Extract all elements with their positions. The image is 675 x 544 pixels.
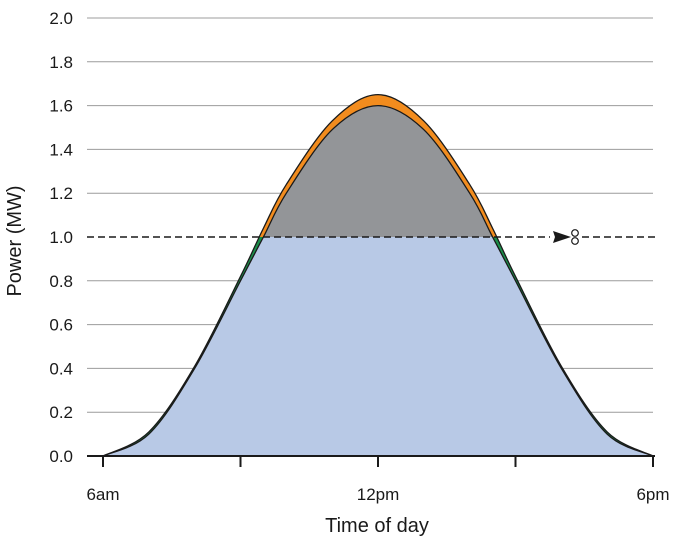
y-tick-label: 0.8 [49, 272, 73, 291]
y-tick-label: 1.4 [49, 140, 73, 159]
lower-curve [102, 104, 654, 457]
clipped-area [263, 105, 493, 237]
y-tick-label: 0.0 [49, 447, 73, 466]
y-axis-title: Power (MW) [4, 185, 26, 296]
x-tick-label: 12pm [357, 485, 400, 504]
y-tick-label: 0.4 [49, 359, 73, 378]
delivered-area [103, 237, 653, 456]
upper-curve [102, 93, 654, 457]
y-tick-label: 1.2 [49, 184, 73, 203]
clip-limit [87, 229, 655, 245]
tick-labels: 0.0 0.2 0.4 0.6 0.8 1.0 1.2 1.4 1.6 1.8 2.0 6am 12pm… [49, 9, 669, 504]
x-tick-label: 6pm [636, 485, 669, 504]
scissors-handle [571, 237, 579, 245]
y-tick-label: 1.8 [49, 53, 73, 72]
y-tick-label: 1.0 [49, 228, 73, 247]
scissors-blades [553, 231, 571, 243]
y-tick-label: 2.0 [49, 9, 73, 28]
x-tick-label: 6am [86, 485, 119, 504]
x-axis-title: Time of day [325, 515, 429, 537]
y-tick-label: 0.6 [49, 316, 73, 335]
y-tick-label: 0.2 [49, 403, 73, 422]
plot-areas [102, 93, 654, 457]
scissors-icon [550, 229, 580, 245]
x-axis [87, 455, 655, 467]
y-tick-label: 1.6 [49, 97, 73, 116]
scissors-handle [571, 229, 579, 237]
